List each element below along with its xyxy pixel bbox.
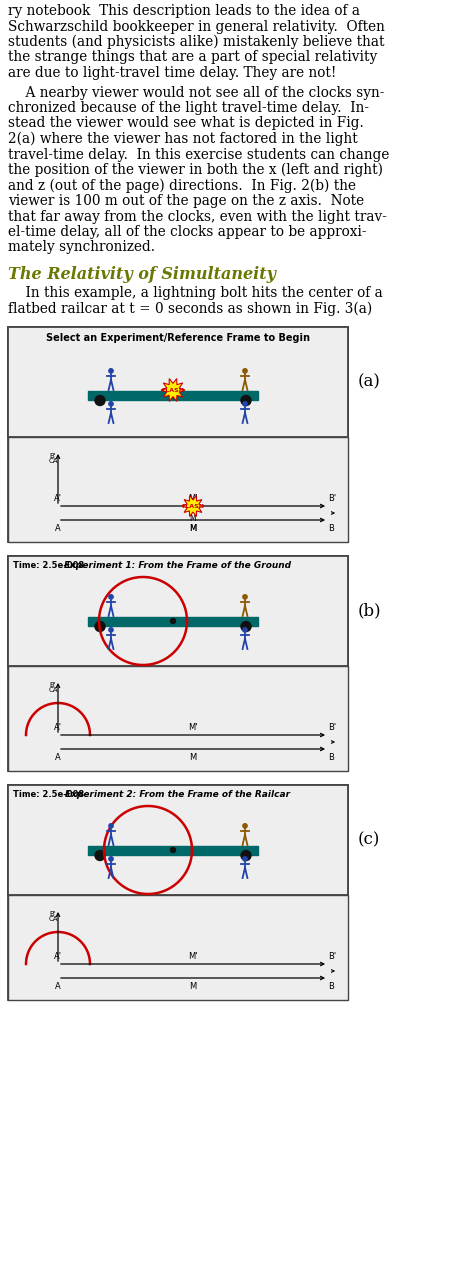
Text: B': B' (328, 494, 336, 503)
Text: Schwarzschild bookkeeper in general relativity.  Often: Schwarzschild bookkeeper in general rela… (8, 19, 385, 34)
Text: Time: 2.5e-008: Time: 2.5e-008 (13, 561, 84, 570)
Circle shape (108, 856, 114, 862)
Circle shape (242, 368, 248, 374)
Text: B': B' (50, 453, 56, 459)
Bar (88, 617, 258, 626)
Circle shape (95, 622, 105, 632)
Text: A': A' (54, 723, 62, 732)
Text: mately synchronized.: mately synchronized. (8, 240, 155, 254)
Text: FLASH: FLASH (182, 503, 204, 508)
Text: In this example, a lightning bolt hits the center of a: In this example, a lightning bolt hits t… (8, 286, 383, 300)
Text: students (and physicists alike) mistakenly believe that: students (and physicists alike) mistaken… (8, 35, 384, 49)
Polygon shape (161, 379, 185, 402)
Circle shape (108, 627, 114, 633)
Bar (88, 846, 258, 854)
Text: el-time delay, all of the clocks appear to be approxi-: el-time delay, all of the clocks appear … (8, 225, 366, 239)
Bar (8, 327, 348, 437)
Text: CA: CA (48, 688, 58, 693)
Text: B': B' (50, 683, 56, 688)
Bar (8, 785, 348, 895)
Bar (88, 391, 258, 399)
Text: Experiment 2: From the Frame of the Railcar: Experiment 2: From the Frame of the Rail… (65, 790, 291, 799)
Circle shape (242, 823, 248, 829)
Text: M: M (190, 514, 196, 523)
Circle shape (242, 401, 248, 407)
Text: that far away from the clocks, even with the light trav-: that far away from the clocks, even with… (8, 210, 387, 224)
Text: the strange things that are a part of special relativity: the strange things that are a part of sp… (8, 51, 377, 64)
Circle shape (95, 396, 105, 406)
Text: M: M (190, 525, 197, 533)
Circle shape (241, 396, 251, 406)
Text: Select an Experiment/Reference Frame to Begin: Select an Experiment/Reference Frame to … (46, 332, 310, 343)
Circle shape (108, 401, 114, 407)
Text: The Relativity of Simultaneity: The Relativity of Simultaneity (8, 265, 276, 283)
Bar (8, 327, 348, 542)
Text: M': M' (188, 494, 198, 503)
Bar (8, 785, 348, 1000)
Text: M: M (190, 753, 197, 762)
Text: (a): (a) (358, 373, 381, 391)
Text: Time: 2.5e-008: Time: 2.5e-008 (13, 790, 84, 799)
Text: M: M (190, 982, 197, 991)
Text: CA: CA (48, 916, 58, 921)
Text: B': B' (328, 723, 336, 732)
Circle shape (95, 851, 105, 861)
Polygon shape (182, 495, 204, 517)
Circle shape (242, 856, 248, 862)
Circle shape (108, 823, 114, 829)
Text: flatbed railcar at t = 0 seconds as shown in Fig. 3(a): flatbed railcar at t = 0 seconds as show… (8, 302, 372, 316)
Circle shape (171, 618, 175, 623)
Text: B': B' (328, 952, 336, 961)
Text: M: M (190, 525, 197, 533)
Text: stead the viewer would see what is depicted in Fig.: stead the viewer would see what is depic… (8, 116, 364, 130)
Circle shape (241, 622, 251, 632)
Bar (8, 666, 348, 771)
Bar (8, 556, 348, 666)
Text: 2(a) where the viewer has not factored in the light: 2(a) where the viewer has not factored i… (8, 131, 358, 147)
Circle shape (242, 627, 248, 633)
Text: B: B (328, 982, 334, 991)
Text: A': A' (54, 494, 62, 503)
Text: travel-time delay.  In this exercise students can change: travel-time delay. In this exercise stud… (8, 148, 389, 162)
Text: A nearby viewer would not see all of the clocks syn-: A nearby viewer would not see all of the… (8, 86, 384, 100)
Text: A': A' (54, 952, 62, 961)
Text: B': B' (50, 911, 56, 916)
Text: M': M' (188, 952, 198, 961)
Circle shape (171, 393, 175, 397)
Bar (8, 895, 348, 1000)
Text: viewer is 100 m out of the page on the z axis.  Note: viewer is 100 m out of the page on the z… (8, 193, 364, 209)
Text: and z (out of the page) directions.  In Fig. 2(b) the: and z (out of the page) directions. In F… (8, 178, 356, 193)
Circle shape (171, 847, 175, 852)
Text: (c): (c) (358, 832, 380, 848)
Text: Experiment 1: From the Frame of the Ground: Experiment 1: From the Frame of the Grou… (64, 561, 292, 570)
Circle shape (108, 594, 114, 599)
Text: A: A (55, 525, 61, 533)
Text: ry notebook  This description leads to the idea of a: ry notebook This description leads to th… (8, 4, 360, 18)
Circle shape (108, 368, 114, 374)
Text: B: B (328, 753, 334, 762)
Bar (8, 437, 348, 542)
Text: chronized because of the light travel-time delay.  In-: chronized because of the light travel-ti… (8, 101, 369, 115)
Text: A: A (55, 982, 61, 991)
Text: the position of the viewer in both the x (left and right): the position of the viewer in both the x… (8, 163, 383, 177)
Text: CA: CA (48, 458, 58, 464)
Text: M': M' (188, 723, 198, 732)
Bar (8, 556, 348, 771)
Circle shape (242, 594, 248, 599)
Text: are due to light-travel time delay. They are not!: are due to light-travel time delay. They… (8, 66, 337, 80)
Text: A: A (55, 753, 61, 762)
Text: (b): (b) (358, 603, 382, 619)
Text: FLASH: FLASH (162, 388, 184, 393)
Text: B: B (328, 525, 334, 533)
Circle shape (241, 851, 251, 861)
